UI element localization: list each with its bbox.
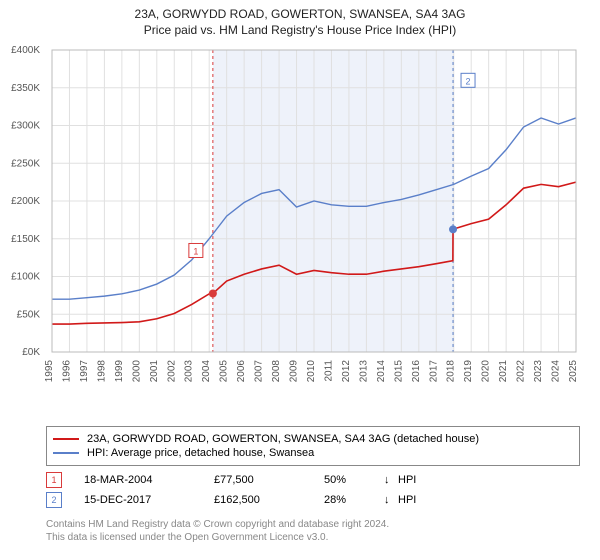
svg-text:1995: 1995 — [44, 360, 55, 383]
svg-text:2: 2 — [466, 76, 471, 86]
svg-text:2023: 2023 — [533, 360, 544, 383]
svg-text:2000: 2000 — [131, 360, 142, 383]
svg-text:2008: 2008 — [271, 360, 282, 383]
svg-text:2025: 2025 — [568, 360, 579, 383]
sale-date-1: 18-MAR-2004 — [84, 474, 214, 486]
svg-text:2014: 2014 — [376, 360, 387, 383]
svg-text:2024: 2024 — [551, 360, 562, 383]
chart-container: 23A, GORWYDD ROAD, GOWERTON, SWANSEA, SA… — [0, 0, 600, 560]
legend-label-property: 23A, GORWYDD ROAD, GOWERTON, SWANSEA, SA… — [87, 433, 479, 445]
svg-text:2001: 2001 — [149, 360, 160, 383]
svg-text:2002: 2002 — [166, 360, 177, 383]
svg-text:£100K: £100K — [11, 272, 40, 283]
svg-text:£250K: £250K — [11, 158, 40, 169]
svg-text:2013: 2013 — [358, 360, 369, 383]
chart-svg: £0K£50K£100K£150K£200K£250K£300K£350K£40… — [46, 46, 582, 396]
svg-text:£400K: £400K — [11, 45, 40, 56]
svg-text:£50K: £50K — [17, 309, 41, 320]
svg-text:2011: 2011 — [323, 360, 334, 382]
svg-text:1: 1 — [193, 246, 198, 256]
license-text: Contains HM Land Registry data © Crown c… — [46, 518, 389, 544]
svg-text:2003: 2003 — [184, 360, 195, 383]
svg-text:2009: 2009 — [289, 360, 300, 383]
svg-text:2018: 2018 — [446, 360, 457, 383]
sale-row-1: 1 18-MAR-2004 £77,500 50% ↓ HPI — [46, 472, 428, 488]
svg-text:2021: 2021 — [498, 360, 509, 383]
legend-swatch-property — [53, 438, 79, 440]
svg-text:£300K: £300K — [11, 121, 40, 132]
sale-hpi-1: HPI — [398, 474, 428, 486]
svg-text:1999: 1999 — [114, 360, 125, 383]
sale-hpi-2: HPI — [398, 494, 428, 506]
svg-text:£0K: £0K — [22, 347, 40, 358]
svg-text:2007: 2007 — [254, 360, 265, 383]
title-line-2: Price paid vs. HM Land Registry's House … — [0, 22, 600, 38]
svg-text:£150K: £150K — [11, 234, 40, 245]
sale-pct-2: 28% — [324, 494, 384, 506]
svg-text:1997: 1997 — [79, 360, 90, 383]
sales-table: 1 18-MAR-2004 £77,500 50% ↓ HPI 2 15-DEC… — [46, 468, 428, 512]
svg-text:2010: 2010 — [306, 360, 317, 383]
svg-text:£350K: £350K — [11, 83, 40, 94]
svg-text:2022: 2022 — [516, 360, 527, 383]
legend-item-property: 23A, GORWYDD ROAD, GOWERTON, SWANSEA, SA… — [53, 433, 573, 445]
svg-text:2019: 2019 — [463, 360, 474, 383]
svg-text:2016: 2016 — [411, 360, 422, 383]
legend-label-hpi: HPI: Average price, detached house, Swan… — [87, 447, 314, 459]
svg-text:1998: 1998 — [96, 360, 107, 383]
svg-text:£200K: £200K — [11, 196, 40, 207]
sale-row-2: 2 15-DEC-2017 £162,500 28% ↓ HPI — [46, 492, 428, 508]
down-arrow-icon: ↓ — [384, 494, 398, 506]
svg-text:2004: 2004 — [201, 360, 212, 383]
legend-swatch-hpi — [53, 452, 79, 454]
svg-text:2020: 2020 — [481, 360, 492, 383]
svg-text:2015: 2015 — [393, 360, 404, 383]
chart-area: £0K£50K£100K£150K£200K£250K£300K£350K£40… — [46, 46, 582, 396]
sale-pct-1: 50% — [324, 474, 384, 486]
sale-price-1: £77,500 — [214, 474, 324, 486]
down-arrow-icon: ↓ — [384, 474, 398, 486]
sale-marker-1: 1 — [46, 472, 62, 488]
svg-text:2006: 2006 — [236, 360, 247, 383]
license-line-2: This data is licensed under the Open Gov… — [46, 531, 389, 544]
license-line-1: Contains HM Land Registry data © Crown c… — [46, 518, 389, 531]
legend-item-hpi: HPI: Average price, detached house, Swan… — [53, 447, 573, 459]
svg-text:2005: 2005 — [219, 360, 230, 383]
svg-text:2017: 2017 — [428, 360, 439, 383]
title-block: 23A, GORWYDD ROAD, GOWERTON, SWANSEA, SA… — [0, 0, 600, 38]
svg-text:1996: 1996 — [61, 360, 72, 383]
sale-marker-2: 2 — [46, 492, 62, 508]
title-line-1: 23A, GORWYDD ROAD, GOWERTON, SWANSEA, SA… — [0, 6, 600, 22]
svg-text:2012: 2012 — [341, 360, 352, 383]
legend: 23A, GORWYDD ROAD, GOWERTON, SWANSEA, SA… — [46, 426, 580, 466]
sale-date-2: 15-DEC-2017 — [84, 494, 214, 506]
sale-price-2: £162,500 — [214, 494, 324, 506]
